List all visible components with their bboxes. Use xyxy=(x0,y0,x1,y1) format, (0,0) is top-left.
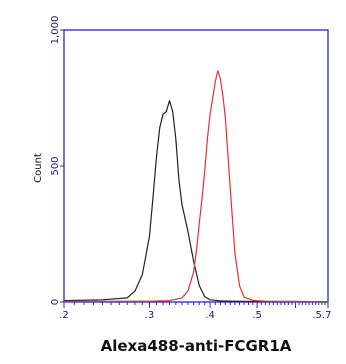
y-axis-label: Count xyxy=(33,153,44,183)
series-line-1 xyxy=(63,100,329,303)
plot-frame xyxy=(63,29,329,303)
y-tick-labels: 0 500 1,000 xyxy=(50,16,61,306)
y-tick-label: 500 xyxy=(50,156,61,175)
x-tick-label: .3 xyxy=(145,310,155,321)
x-tick-label: .5.7 xyxy=(312,310,331,321)
tick-marks xyxy=(60,29,329,308)
y-tick-label: 0 xyxy=(50,299,61,305)
x-tick-labels: .2 .3 .4 .5 .5.7 xyxy=(59,310,331,321)
x-tick-label: .5 xyxy=(252,310,262,321)
x-axis-label: Alexa488-anti-FCGR1A xyxy=(101,337,292,355)
x-tick-label: .2 xyxy=(59,310,69,321)
x-tick-label: .4 xyxy=(205,310,215,321)
series-line-2 xyxy=(63,70,329,303)
series-lines xyxy=(63,70,329,303)
y-tick-label: 1,000 xyxy=(50,16,61,45)
